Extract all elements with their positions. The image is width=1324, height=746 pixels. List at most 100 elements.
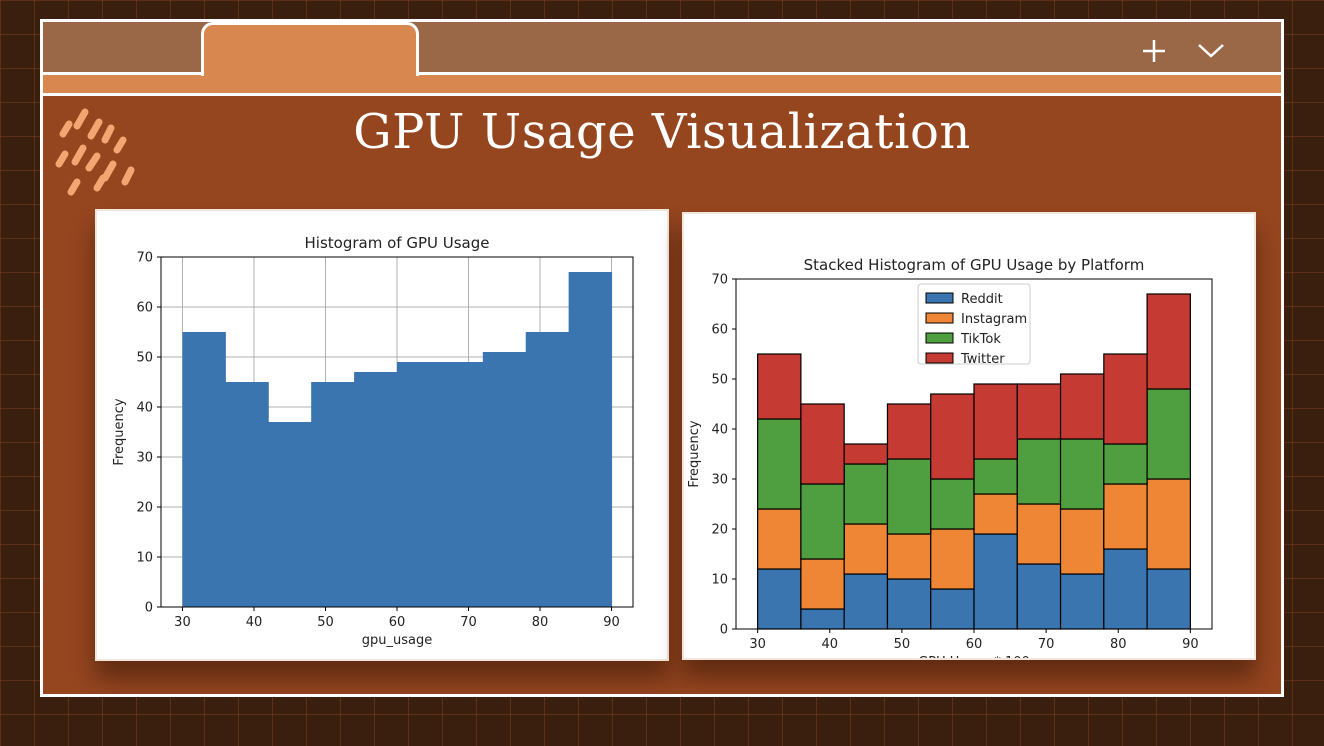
bar-instagram — [973, 493, 1018, 535]
y-tick-label: 50 — [711, 373, 728, 388]
y-tick-label: 40 — [711, 423, 728, 438]
x-tick-label: 50 — [317, 615, 334, 630]
bar-tiktok — [1016, 438, 1062, 505]
x-tick-label: 60 — [389, 615, 406, 630]
bar — [354, 372, 398, 607]
bar-reddit — [1059, 573, 1105, 630]
bar-instagram — [886, 533, 932, 580]
bar-instagram — [1059, 508, 1105, 575]
x-tick-label: 80 — [1110, 637, 1127, 652]
bar — [568, 272, 613, 607]
bar — [439, 362, 484, 607]
legend-swatch-twitter — [925, 352, 954, 364]
x-tick-label: 40 — [246, 615, 263, 630]
bar-reddit — [886, 578, 932, 630]
bar-instagram — [757, 508, 802, 570]
bar-reddit — [1103, 548, 1148, 630]
bar-tiktok — [1103, 443, 1148, 485]
y-tick-label: 20 — [136, 501, 153, 516]
bar-twitter — [800, 403, 845, 485]
x-axis-label: GPU Usage * 100 — [918, 655, 1030, 658]
bar-twitter — [757, 353, 802, 420]
y-tick-label: 30 — [711, 473, 728, 488]
plus-icon[interactable] — [1139, 36, 1169, 66]
legend-swatch-instagram — [925, 312, 954, 324]
x-tick-label: 60 — [966, 637, 983, 652]
y-tick-label: 10 — [136, 551, 153, 566]
bar — [525, 332, 570, 607]
bar-tiktok — [1146, 388, 1191, 480]
page-title: GPU Usage Visualization — [353, 104, 971, 160]
chart-title: Stacked Histogram of GPU Usage by Platfo… — [804, 256, 1145, 274]
bar-instagram — [800, 558, 845, 610]
chart-title: Histogram of GPU Usage — [305, 234, 490, 252]
y-tick-label: 0 — [145, 601, 153, 616]
bar — [225, 382, 269, 607]
tab-active[interactable] — [201, 22, 419, 81]
app-window: GPU Usage Visualization 30 40 50 60 70 80 90 0 1… — [40, 19, 1284, 697]
bar — [311, 382, 355, 607]
y-axis-label: Frequency — [687, 420, 702, 487]
legend-label-tiktok: TikTok — [960, 332, 1001, 347]
y-tick-label: 60 — [711, 323, 728, 338]
x-tick-label: 90 — [1182, 637, 1199, 652]
slash-pattern-icon — [55, 108, 135, 196]
legend-swatch-reddit — [925, 292, 954, 304]
bar-tiktok — [886, 458, 932, 535]
legend-swatch-tiktok — [925, 332, 954, 344]
bar-twitter — [1103, 353, 1148, 445]
bar-tiktok — [800, 483, 845, 560]
y-axis-label: Frequency — [112, 398, 127, 465]
bar-twitter — [930, 393, 975, 480]
stacked-histogram-chart: 30 40 50 60 70 80 90 0 10 20 30 40 50 60 70 Stacked His… — [687, 256, 1213, 658]
bar-reddit — [1016, 563, 1062, 630]
bar-tiktok — [973, 458, 1018, 495]
bar-instagram — [930, 528, 975, 590]
bar-tiktok — [843, 463, 889, 525]
legend-label-reddit: Reddit — [961, 292, 1003, 307]
bar-twitter — [973, 383, 1018, 460]
y-tick-label: 0 — [720, 623, 728, 638]
bar-twitter — [1146, 293, 1191, 390]
x-tick-label: 50 — [894, 637, 911, 652]
bar — [397, 362, 441, 607]
histogram-chart: 30 40 50 60 70 80 90 0 10 20 30 40 50 60 70 Histogram o… — [112, 234, 634, 648]
y-tick-label: 70 — [711, 273, 728, 288]
bar — [268, 422, 312, 607]
bar-twitter — [843, 443, 889, 465]
x-tick-label: 70 — [1038, 637, 1055, 652]
y-tick-label: 70 — [136, 251, 153, 266]
x-tick-label: 40 — [821, 637, 838, 652]
x-tick-label: 70 — [460, 615, 477, 630]
y-tick-label: 50 — [136, 351, 153, 366]
legend-box — [917, 283, 1031, 365]
bar-tiktok — [757, 418, 802, 510]
bar-reddit — [1146, 568, 1191, 630]
y-tick-label: 30 — [136, 451, 153, 466]
bar-reddit — [800, 608, 845, 630]
x-axis-label: gpu_usage — [362, 633, 432, 648]
histogram-card: 30 40 50 60 70 80 90 0 10 20 30 40 50 60 70 Histogram o… — [95, 209, 669, 661]
bar-twitter — [1059, 373, 1105, 440]
x-tick-label: 30 — [749, 637, 766, 652]
bar-tiktok — [1059, 438, 1105, 510]
x-tick-label: 90 — [603, 615, 620, 630]
bar-tiktok — [930, 478, 975, 530]
bar-instagram — [843, 523, 889, 575]
y-tick-label: 10 — [711, 573, 728, 588]
bar-instagram — [1103, 483, 1148, 550]
bar — [482, 352, 527, 607]
legend-label-instagram: Instagram — [961, 312, 1027, 327]
x-tick-label: 80 — [532, 615, 549, 630]
chevron-down-icon[interactable] — [1195, 36, 1227, 66]
y-tick-label: 40 — [136, 401, 153, 416]
y-tick-label: 60 — [136, 301, 153, 316]
bar-twitter — [1016, 383, 1062, 440]
bar-reddit — [973, 533, 1018, 630]
bar-reddit — [843, 573, 889, 630]
legend-label-twitter: Twitter — [960, 352, 1005, 367]
bar-instagram — [1146, 478, 1191, 570]
bar-reddit — [930, 588, 975, 630]
bar-twitter — [886, 403, 932, 460]
bar-instagram — [1016, 503, 1062, 565]
